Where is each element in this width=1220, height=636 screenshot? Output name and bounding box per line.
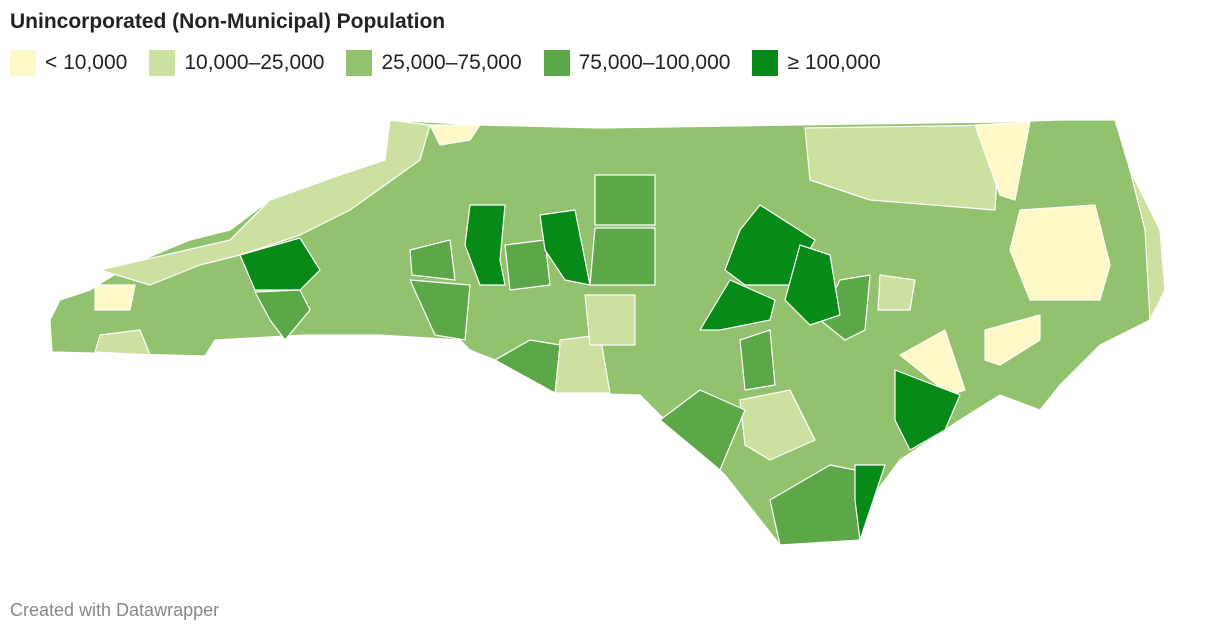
legend-label: 75,000–100,000 xyxy=(578,51,731,74)
county xyxy=(94,284,136,311)
county xyxy=(99,119,431,286)
county xyxy=(409,239,456,281)
legend-item: < 10,000 xyxy=(10,50,127,76)
county xyxy=(724,204,816,286)
legend-swatch xyxy=(10,50,36,76)
county xyxy=(409,279,471,341)
county xyxy=(594,174,656,226)
legend-swatch xyxy=(752,50,779,76)
county xyxy=(739,329,776,391)
legend-swatch xyxy=(149,50,176,76)
county xyxy=(984,314,1041,366)
county xyxy=(429,124,481,146)
county xyxy=(699,279,776,331)
county xyxy=(804,124,1001,211)
county xyxy=(94,329,151,356)
county xyxy=(584,294,636,346)
title: Unincorporated (Non-Municipal) Populatio… xyxy=(10,10,446,33)
map xyxy=(49,119,1166,546)
county xyxy=(739,389,816,461)
legend-label: 10,000–25,000 xyxy=(184,51,325,74)
county xyxy=(894,369,961,451)
county xyxy=(784,244,841,326)
county xyxy=(877,274,916,311)
county xyxy=(494,339,561,394)
legend: < 10,000 10,000–25,000 25,000–75,000 75,000… xyxy=(10,50,881,76)
county xyxy=(539,209,591,286)
legend-swatch xyxy=(543,50,570,76)
legend-item: 75,000–100,000 xyxy=(543,50,731,76)
county xyxy=(239,237,321,291)
legend-item: ≥ 100,000 xyxy=(752,50,881,76)
county xyxy=(464,204,506,286)
county xyxy=(504,239,551,291)
county xyxy=(1009,204,1111,301)
county xyxy=(1129,169,1166,321)
legend-label: 25,000–75,000 xyxy=(381,51,522,74)
county xyxy=(589,227,656,286)
legend-label: ≥ 100,000 xyxy=(787,51,881,74)
legend-item: 10,000–25,000 xyxy=(149,50,324,76)
county xyxy=(899,329,966,396)
legend-item: 25,000–75,000 xyxy=(346,50,522,76)
county xyxy=(659,389,746,471)
county xyxy=(854,464,886,541)
county xyxy=(974,121,1031,201)
footer: Created with Datawrapper xyxy=(10,600,220,620)
legend-swatch xyxy=(346,50,373,76)
legend-label: < 10,000 xyxy=(45,51,128,74)
